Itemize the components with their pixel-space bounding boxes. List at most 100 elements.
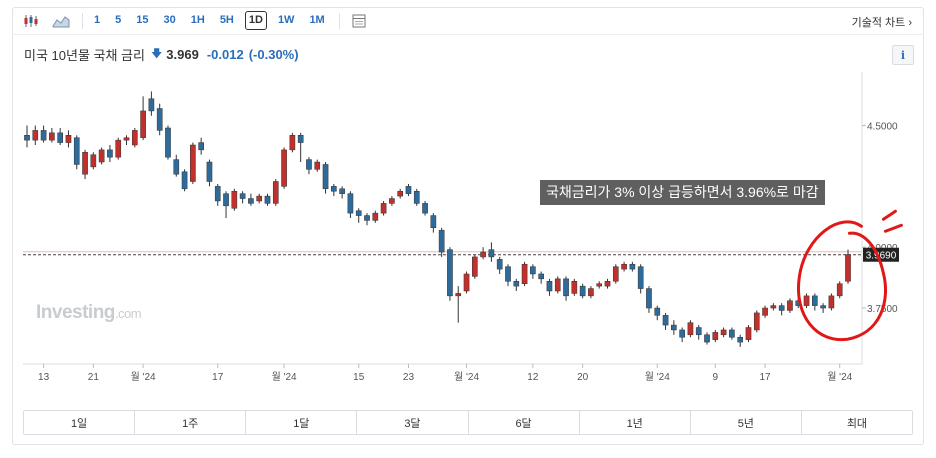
x-tick-label: 17: [212, 372, 224, 383]
candle-up: [380, 203, 387, 214]
candle-up: [98, 149, 105, 163]
toolbar-divider: [338, 12, 340, 29]
candle-up: [471, 256, 478, 277]
candle-up: [803, 295, 810, 306]
timeframe-5[interactable]: 5: [115, 14, 122, 26]
candle-down: [214, 186, 221, 202]
x-tick-label: 월 '24: [131, 371, 156, 383]
candle-down: [662, 315, 669, 326]
candle-down: [297, 135, 304, 143]
candle-up: [596, 283, 603, 287]
technical-chart-link[interactable]: 기술적 차트 ›: [851, 17, 912, 29]
candle-down: [654, 307, 661, 316]
candle-up: [123, 137, 130, 141]
timeframe-30[interactable]: 30: [163, 14, 176, 26]
candle-down: [173, 159, 180, 175]
highlight-circle: [797, 220, 888, 342]
timeframe-1w[interactable]: 1W: [277, 14, 295, 26]
x-tick-label: 21: [88, 372, 100, 383]
x-tick-label: 월 '24: [272, 371, 297, 383]
range-5y[interactable]: 5년: [691, 411, 802, 434]
candle-up: [720, 329, 727, 336]
last-price-label: 3.9690: [866, 251, 897, 262]
candle-up: [190, 144, 196, 182]
range-1w[interactable]: 1주: [135, 411, 247, 434]
candle-down: [40, 130, 47, 141]
timeframe-1d[interactable]: 1D: [244, 11, 267, 30]
candle-down: [405, 186, 412, 194]
candle-up: [836, 283, 843, 297]
candle-up: [131, 130, 138, 146]
candle-down: [695, 327, 702, 336]
candle-down: [778, 305, 785, 311]
candle-up: [455, 293, 462, 297]
candlestick-icon[interactable]: [20, 10, 42, 32]
instrument-header: 미국 10년물 국채 금리 🡇 3.969 -0.012 (-0.30%): [24, 45, 299, 64]
range-1y[interactable]: 1년: [580, 411, 691, 434]
candle-down: [488, 249, 495, 258]
candle-down: [331, 186, 337, 192]
candle-up: [845, 254, 851, 282]
table-icon[interactable]: [348, 10, 370, 32]
candle-up: [588, 288, 594, 297]
range-1m[interactable]: 1달: [246, 411, 358, 434]
range-1d[interactable]: 1일: [24, 411, 136, 434]
candle-up: [49, 132, 55, 141]
candle-up: [521, 263, 528, 284]
timeframe-15[interactable]: 15: [136, 14, 149, 26]
candle-up: [115, 139, 122, 158]
timeframe-1h[interactable]: 1H: [190, 14, 205, 26]
timeframe-1m[interactable]: 1M: [309, 14, 325, 26]
range-3m[interactable]: 3달: [357, 411, 469, 434]
candle-down: [629, 263, 636, 270]
candle-up: [289, 135, 296, 151]
candle-down: [563, 278, 569, 297]
candle-up: [256, 195, 263, 202]
timeframe-5h[interactable]: 5H: [219, 14, 234, 26]
highlight-emphasis-strokes: [881, 209, 903, 233]
candle-down: [57, 132, 63, 143]
x-tick-label: 9: [713, 372, 719, 383]
candle-down: [73, 137, 80, 165]
x-tick-label: 월 '24: [827, 371, 852, 383]
candle-down: [248, 198, 254, 204]
candle-down: [339, 188, 345, 194]
candle-down: [646, 288, 652, 309]
candle-down: [24, 135, 30, 141]
candle-down: [181, 171, 188, 190]
timeframe-1[interactable]: 1: [94, 14, 101, 26]
candle-down: [198, 142, 204, 151]
candle-down: [422, 203, 428, 214]
instrument-title: 미국 10년물 국채 금리: [24, 48, 145, 63]
candle-up: [389, 198, 395, 204]
candle-up: [372, 212, 379, 221]
x-tick-label: 13: [38, 372, 50, 383]
candle-down: [704, 334, 710, 343]
info-button[interactable]: i: [892, 45, 914, 65]
candle-down: [438, 229, 445, 253]
candle-down: [107, 149, 113, 158]
candle-up: [687, 322, 694, 336]
x-tick-label: 23: [403, 372, 415, 383]
candle-down: [538, 273, 544, 280]
range-max[interactable]: 최대: [846, 417, 868, 430]
candle-down: [165, 127, 171, 158]
range-selector: 1일 1주 1달 3달 6달 1년 5년 최대: [23, 410, 913, 435]
candle-up: [770, 305, 777, 309]
range-6m[interactable]: 6달: [469, 411, 580, 434]
x-tick-label: 15: [353, 372, 365, 383]
candle-down: [364, 215, 370, 221]
candle-down: [347, 193, 354, 214]
price-change-pct: (-0.30%): [248, 47, 299, 62]
candle-up: [612, 266, 619, 282]
candle-down: [223, 193, 229, 207]
candle-down: [413, 190, 420, 204]
y-tick-label: 4.5000: [867, 122, 898, 133]
candle-down: [729, 329, 735, 338]
candle-up: [463, 273, 470, 292]
candle-up: [787, 300, 793, 311]
area-chart-icon[interactable]: [50, 10, 72, 32]
x-tick-label: 월 '24: [645, 371, 670, 383]
candle-up: [231, 190, 238, 209]
